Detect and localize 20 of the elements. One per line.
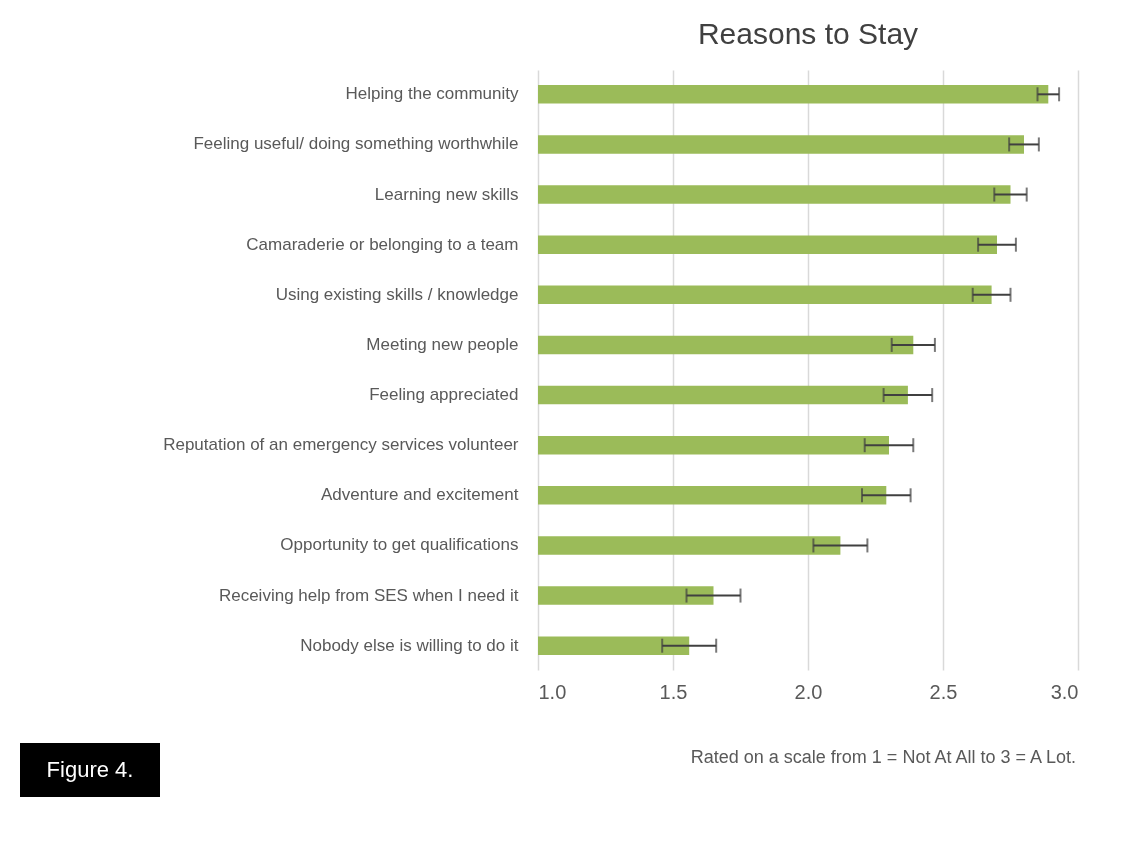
- y-tick-label: Nobody else is willing to do it: [300, 635, 519, 655]
- y-tick-label: Using existing skills / knowledge: [275, 284, 519, 304]
- y-tick-label: Feeling appreciated: [369, 385, 519, 405]
- x-tick-label: 1.5: [659, 680, 688, 703]
- x-tick-label: 2.5: [929, 680, 958, 703]
- y-tick-label: Meeting new people: [366, 334, 519, 354]
- y-tick-label: Opportunity to get qualifications: [280, 535, 519, 555]
- y-tick-label: Learning new skills: [374, 184, 519, 204]
- y-tick-label: Receiving help from SES when I need it: [218, 585, 519, 605]
- x-tick-label: 2.0: [794, 680, 823, 703]
- y-tick-label: Adventure and excitement: [320, 485, 519, 505]
- x-tick-label: 1.0: [538, 680, 567, 703]
- y-tick-label: Feeling useful/ doing something worthwhile: [193, 134, 519, 154]
- text: Rated on a scale from 1 = Not At All to 3 = A Lot.: [690, 747, 1076, 767]
- y-tick-label: Helping the community: [345, 84, 519, 104]
- chart-title: Reasons to Stay: [697, 17, 919, 50]
- caption: Figure 4.: [46, 757, 134, 782]
- y-tick-label: Camaraderie or belonging to a team: [246, 234, 519, 254]
- x-tick-label: 3.0: [1050, 680, 1079, 703]
- y-tick-label: Reputation of an emergency services volunteer: [163, 435, 519, 455]
